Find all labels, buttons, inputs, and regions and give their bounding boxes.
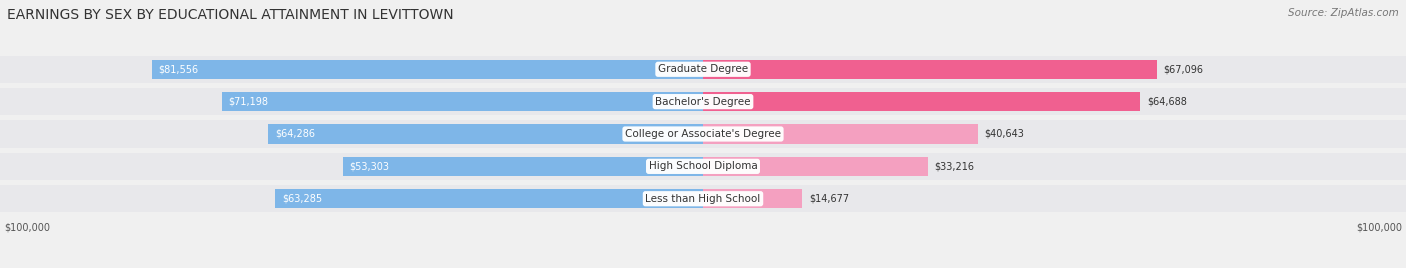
Bar xyxy=(703,92,1140,111)
Text: High School Diploma: High School Diploma xyxy=(648,161,758,171)
Text: $67,096: $67,096 xyxy=(1163,64,1204,74)
Text: Less than High School: Less than High School xyxy=(645,194,761,204)
Bar xyxy=(703,157,928,176)
Bar xyxy=(269,124,703,144)
Text: Graduate Degree: Graduate Degree xyxy=(658,64,748,74)
Text: $64,688: $64,688 xyxy=(1147,97,1187,107)
Bar xyxy=(0,120,1406,148)
Bar xyxy=(703,189,803,209)
Bar xyxy=(0,88,1406,115)
Bar xyxy=(152,59,703,79)
Text: $40,643: $40,643 xyxy=(984,129,1025,139)
Text: $63,285: $63,285 xyxy=(283,194,322,204)
Bar xyxy=(703,59,1157,79)
Bar xyxy=(222,92,703,111)
Bar xyxy=(343,157,703,176)
Bar xyxy=(276,189,703,209)
Text: College or Associate's Degree: College or Associate's Degree xyxy=(626,129,780,139)
Bar xyxy=(0,153,1406,180)
Text: $64,286: $64,286 xyxy=(276,129,315,139)
Text: $71,198: $71,198 xyxy=(229,97,269,107)
Text: Bachelor's Degree: Bachelor's Degree xyxy=(655,97,751,107)
Text: $53,303: $53,303 xyxy=(350,161,389,171)
Text: EARNINGS BY SEX BY EDUCATIONAL ATTAINMENT IN LEVITTOWN: EARNINGS BY SEX BY EDUCATIONAL ATTAINMEN… xyxy=(7,8,454,22)
Bar xyxy=(0,56,1406,83)
Bar xyxy=(0,185,1406,212)
Bar xyxy=(703,124,977,144)
Text: $33,216: $33,216 xyxy=(935,161,974,171)
Text: $14,677: $14,677 xyxy=(808,194,849,204)
Text: $81,556: $81,556 xyxy=(159,64,198,74)
Text: Source: ZipAtlas.com: Source: ZipAtlas.com xyxy=(1288,8,1399,18)
